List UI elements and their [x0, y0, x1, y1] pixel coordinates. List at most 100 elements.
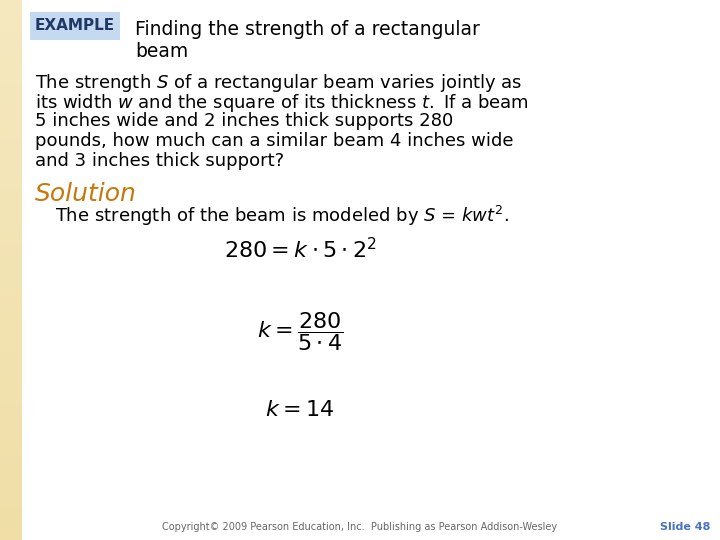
Text: its width $w$ and the square of its thickness $t.$ If a beam: its width $w$ and the square of its thic…	[35, 92, 529, 114]
Bar	[0, 270, 22, 275]
Bar	[0, 254, 22, 259]
Bar	[0, 302, 22, 308]
Bar	[0, 243, 22, 248]
Bar	[0, 486, 22, 491]
Bar	[0, 346, 22, 351]
Bar	[0, 470, 22, 475]
Bar	[0, 146, 22, 151]
Bar	[0, 189, 22, 194]
Bar	[0, 275, 22, 281]
Bar	[0, 416, 22, 421]
Bar	[0, 238, 22, 243]
Bar	[0, 389, 22, 394]
Bar	[0, 329, 22, 335]
Bar	[0, 140, 22, 146]
Bar	[0, 113, 22, 119]
Bar	[0, 437, 22, 443]
Bar	[0, 405, 22, 410]
Bar	[0, 421, 22, 427]
Bar	[0, 97, 22, 103]
Bar	[0, 54, 22, 59]
Bar	[0, 151, 22, 157]
Text: 5 inches wide and 2 inches thick supports 280: 5 inches wide and 2 inches thick support…	[35, 112, 454, 130]
Bar	[0, 394, 22, 400]
Bar	[0, 464, 22, 470]
Bar	[0, 367, 22, 373]
Bar	[0, 184, 22, 189]
Bar	[0, 130, 22, 135]
Bar	[0, 410, 22, 416]
Bar	[0, 400, 22, 405]
Text: Finding the strength of a rectangular: Finding the strength of a rectangular	[135, 20, 480, 39]
Bar	[0, 124, 22, 130]
Bar	[0, 205, 22, 211]
Bar	[0, 319, 22, 324]
Bar	[0, 227, 22, 232]
Text: and 3 inches thick support?: and 3 inches thick support?	[35, 152, 284, 170]
Bar	[0, 221, 22, 227]
Bar	[0, 200, 22, 205]
Bar	[0, 11, 22, 16]
Bar	[0, 135, 22, 140]
Bar	[0, 194, 22, 200]
Text: $k = \dfrac{280}{5 \cdot 4}$: $k = \dfrac{280}{5 \cdot 4}$	[257, 310, 343, 353]
Bar	[0, 167, 22, 173]
Text: pounds, how much can a similar beam 4 inches wide: pounds, how much can a similar beam 4 in…	[35, 132, 513, 150]
Bar	[0, 70, 22, 76]
Bar	[0, 286, 22, 292]
Bar	[0, 49, 22, 54]
Bar	[0, 162, 22, 167]
Bar	[0, 508, 22, 513]
Bar	[0, 5, 22, 11]
Bar	[0, 38, 22, 43]
Bar	[0, 0, 22, 5]
Text: Solution: Solution	[35, 182, 137, 206]
Bar	[0, 497, 22, 502]
Bar	[0, 524, 22, 529]
Text: beam: beam	[135, 42, 188, 61]
Text: Slide 48: Slide 48	[660, 522, 710, 532]
Bar	[0, 356, 22, 362]
Bar	[0, 22, 22, 27]
FancyBboxPatch shape	[30, 12, 120, 40]
Bar	[0, 502, 22, 508]
Bar	[0, 178, 22, 184]
Bar	[0, 59, 22, 65]
Bar	[0, 324, 22, 329]
Bar	[0, 16, 22, 22]
Bar	[0, 378, 22, 383]
Bar	[0, 157, 22, 162]
Bar	[0, 81, 22, 86]
Bar	[0, 513, 22, 518]
Bar	[0, 259, 22, 265]
Text: Copyright© 2009 Pearson Education, Inc.  Publishing as Pearson Addison-Wesley: Copyright© 2009 Pearson Education, Inc. …	[163, 522, 557, 532]
Bar	[0, 383, 22, 389]
Bar	[0, 103, 22, 108]
Bar	[0, 454, 22, 459]
Bar	[0, 340, 22, 346]
Bar	[0, 443, 22, 448]
Bar	[0, 351, 22, 356]
Bar	[0, 459, 22, 464]
Bar	[0, 119, 22, 124]
Bar	[0, 529, 22, 535]
Bar	[0, 448, 22, 454]
Bar	[0, 173, 22, 178]
Bar	[0, 43, 22, 49]
Bar	[0, 335, 22, 340]
Bar	[0, 27, 22, 32]
Bar	[0, 427, 22, 432]
Bar	[0, 265, 22, 270]
Bar	[0, 65, 22, 70]
Bar	[0, 32, 22, 38]
Bar	[0, 92, 22, 97]
Bar	[0, 76, 22, 81]
Bar	[0, 491, 22, 497]
Text: $k = 14$: $k = 14$	[266, 400, 335, 420]
Bar	[0, 481, 22, 486]
Bar	[0, 373, 22, 378]
Bar	[0, 475, 22, 481]
Bar	[0, 313, 22, 319]
Bar	[0, 432, 22, 437]
Bar	[0, 108, 22, 113]
